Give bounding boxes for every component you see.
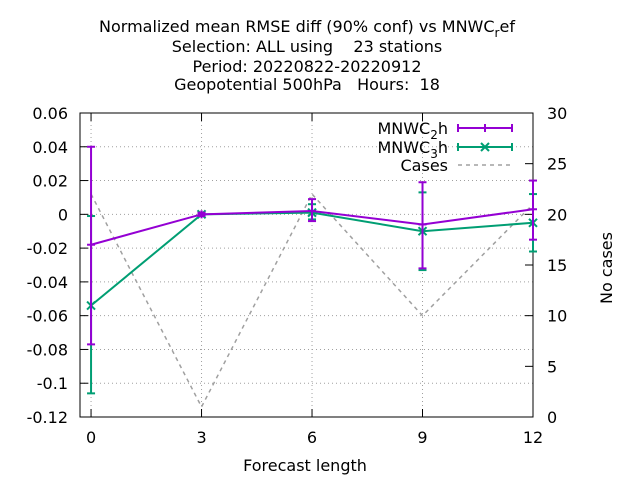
x-axis-label: Forecast length — [243, 456, 367, 475]
series-layer — [86, 145, 538, 409]
y2-tick-label: 25 — [547, 155, 567, 174]
series-mnwc-3h — [86, 191, 538, 395]
y2-tick-label: 10 — [547, 307, 567, 326]
y-tick-label: -0.1 — [37, 374, 68, 393]
x-tick-label: 12 — [523, 428, 543, 447]
grid — [80, 112, 534, 418]
series-cases — [90, 192, 534, 409]
y-tick-label: 0.06 — [32, 104, 68, 123]
y-tick-label: -0.02 — [27, 239, 68, 258]
y-tick-label: 0.04 — [32, 138, 68, 157]
plot-frame — [79, 112, 534, 418]
x-tick-label: 0 — [86, 428, 96, 447]
x-tick-label: 9 — [417, 428, 427, 447]
y2-tick-label: 30 — [547, 104, 567, 123]
y2-axis-label: No cases — [597, 232, 616, 304]
y2-tick-label: 20 — [547, 205, 567, 224]
y-tick-label: 0.02 — [32, 172, 68, 191]
x-tick-label: 6 — [307, 428, 317, 447]
title-line-4: Geopotential 500hPa Hours: 18 — [174, 75, 440, 94]
title-line-2: Selection: ALL using 23 stations — [172, 37, 442, 56]
y-tick-label: -0.08 — [27, 340, 68, 359]
title-line-1: Normalized mean RMSE diff (90% conf) vs … — [99, 17, 515, 40]
legend-label: Cases — [401, 156, 449, 175]
axes: -0.12 -0.1 -0.08 -0.06 -0.04 -0.02 0 0.02 0.04 0.… — [27, 104, 568, 447]
y2-tick-label: 15 — [547, 256, 567, 275]
legend-marker — [480, 142, 490, 152]
y-tick-label: -0.04 — [27, 273, 68, 292]
y-tick-label: 0 — [58, 205, 68, 224]
title-line-3: Period: 20220822-20220912 — [192, 57, 421, 76]
y2-tick-label: 0 — [547, 408, 557, 427]
x-tick-label: 3 — [196, 428, 206, 447]
series-mnwc-2h — [87, 145, 537, 346]
y-tick-label: -0.06 — [27, 307, 68, 326]
series-line — [90, 192, 534, 409]
chart-title: Normalized mean RMSE diff (90% conf) vs … — [99, 17, 515, 94]
y2-tick-label: 5 — [547, 357, 557, 376]
y-tick-label: -0.12 — [27, 408, 68, 427]
